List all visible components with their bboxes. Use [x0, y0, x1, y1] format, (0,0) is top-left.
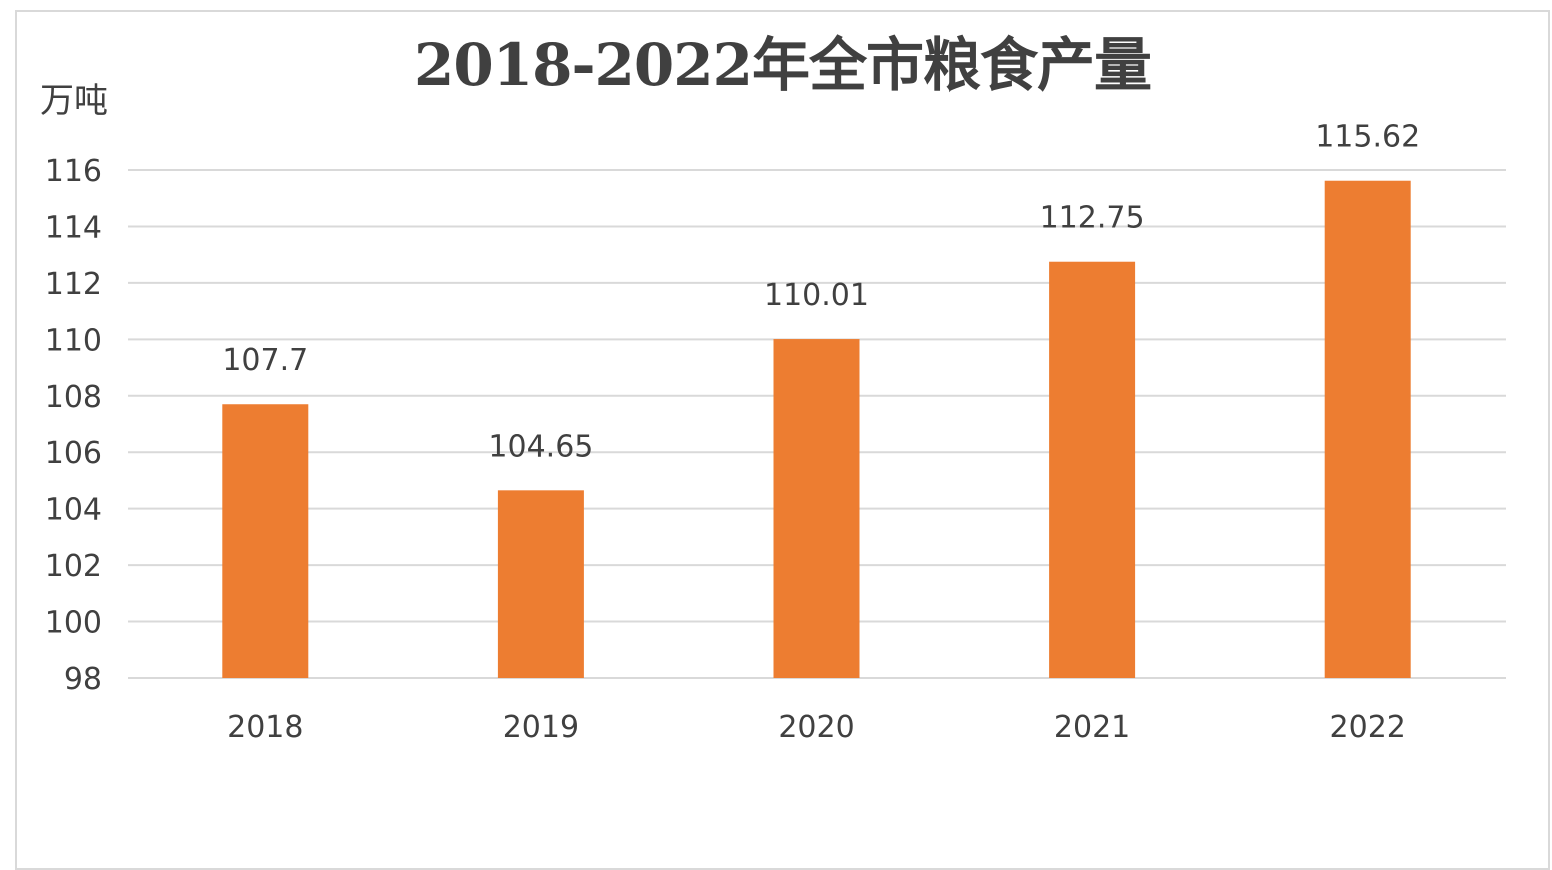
- bar: [1324, 180, 1411, 679]
- y-tick-label: 114: [45, 210, 102, 245]
- y-tick-label: 116: [45, 154, 102, 189]
- value-label: 112.75: [1040, 201, 1145, 236]
- value-label: 110.01: [764, 278, 869, 313]
- chart-title: 2018-2022年全市粮食产量: [414, 31, 1152, 99]
- x-tick-label: 2020: [778, 710, 854, 745]
- y-tick-label: 104: [45, 493, 102, 528]
- value-label: 107.7: [222, 343, 308, 378]
- x-axis-ticks: 2018 2019 2020 2021 2022: [227, 710, 1406, 745]
- y-tick-label: 108: [45, 380, 102, 415]
- bar: [1049, 261, 1136, 678]
- y-tick-label: 98: [64, 662, 102, 697]
- y-tick-label: 106: [45, 436, 102, 471]
- x-tick-label: 2018: [227, 710, 303, 745]
- x-tick-label: 2019: [503, 710, 579, 745]
- y-axis-ticks: 98 100 102 104 106 108 110 112 114 116: [45, 154, 102, 697]
- y-tick-label: 112: [45, 267, 102, 302]
- bar: [773, 339, 860, 678]
- y-tick-label: 110: [45, 323, 102, 358]
- bar: [497, 490, 584, 678]
- y-tick-label: 100: [45, 606, 102, 641]
- value-label: 104.65: [488, 429, 593, 464]
- y-tick-label: 102: [45, 549, 102, 584]
- bars: [222, 180, 1411, 679]
- x-tick-label: 2022: [1330, 710, 1406, 745]
- y-axis-unit-label: 万吨: [40, 81, 108, 121]
- value-label: 115.62: [1315, 120, 1420, 155]
- value-labels: 107.7 104.65 110.01 112.75 115.62: [222, 120, 1420, 465]
- x-tick-label: 2021: [1054, 710, 1130, 745]
- bar: [222, 404, 309, 678]
